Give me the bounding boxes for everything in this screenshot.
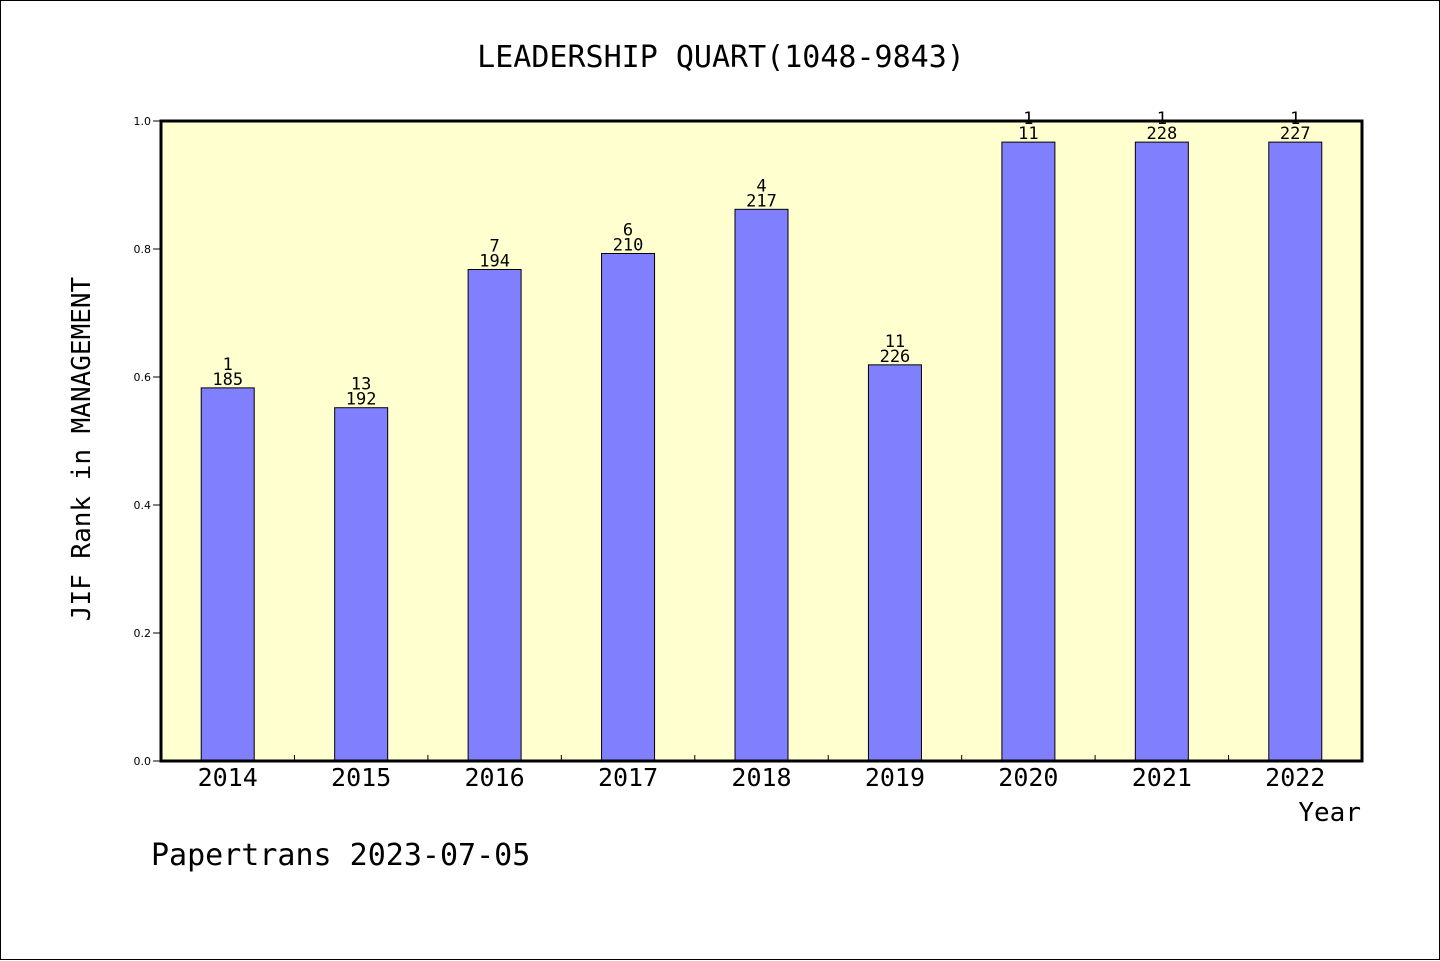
y-tick-label: 0.0	[134, 755, 152, 768]
x-tick-label: 2021	[1132, 763, 1192, 792]
y-axis: 0.0 0.2 0.4 0.6 0.8 1.0	[134, 115, 161, 768]
bar-2021	[1134, 141, 1189, 762]
x-tick-label: 2019	[865, 763, 925, 792]
bar-total-label: 192	[346, 390, 377, 410]
x-axis: 2014 2015 2016 2017 2018 2019 2020 2021 2022	[198, 755, 1325, 792]
bar-total-label: 227	[1280, 124, 1311, 144]
bar-total-label: 228	[1146, 124, 1177, 144]
x-tick-label: 2017	[598, 763, 658, 792]
x-axis-label: Year	[1298, 798, 1361, 828]
bar-2022	[1268, 141, 1323, 762]
bar-total-label: 11	[1018, 124, 1038, 144]
bar-rank-label: 7	[489, 236, 499, 256]
bars-group	[200, 141, 1323, 762]
x-tick-label: 2015	[331, 763, 391, 792]
bar-2019	[867, 364, 922, 762]
bar-rank-label: 1	[1023, 109, 1033, 129]
x-tick-label: 2014	[198, 763, 258, 792]
bar-rank-label: 13	[351, 375, 371, 395]
y-tick-label: 0.6	[134, 371, 152, 384]
y-tick-label: 1.0	[134, 115, 152, 128]
x-tick-label: 2016	[465, 763, 525, 792]
bar-total-label: 217	[746, 191, 777, 211]
bar-rank-label: 6	[623, 220, 633, 240]
y-tick-label: 0.8	[134, 243, 152, 256]
bar-rank-label: 1	[223, 355, 233, 375]
y-tick-label: 0.4	[134, 499, 152, 512]
bar-rank-label: 11	[885, 332, 905, 352]
y-tick-label: 0.2	[134, 627, 152, 640]
bar-total-label: 194	[479, 251, 510, 271]
bar-2016	[467, 268, 522, 762]
bar-rank-label: 4	[756, 176, 766, 196]
bar-2014	[200, 387, 255, 762]
bar-total-label: 185	[212, 370, 243, 390]
bar-rank-label: 1	[1157, 109, 1167, 129]
chart-title: LEADERSHIP QUART(1048-9843)	[477, 40, 965, 75]
bar-total-label: 210	[613, 235, 644, 255]
bar-2018	[734, 208, 789, 762]
x-tick-label: 2022	[1265, 763, 1325, 792]
footer-text: Papertrans 2023-07-05	[151, 838, 530, 873]
x-tick-label: 2018	[731, 763, 791, 792]
bar-total-label: 226	[880, 347, 911, 367]
bar-2015	[334, 407, 389, 762]
bar-2020	[1001, 141, 1056, 762]
x-tick-label: 2020	[998, 763, 1058, 792]
bar-rank-label: 1	[1290, 109, 1300, 129]
plot-border	[159, 119, 1364, 763]
y-axis-label: JIF Rank in MANAGEMENT	[67, 276, 97, 621]
bar-2017	[601, 252, 656, 762]
